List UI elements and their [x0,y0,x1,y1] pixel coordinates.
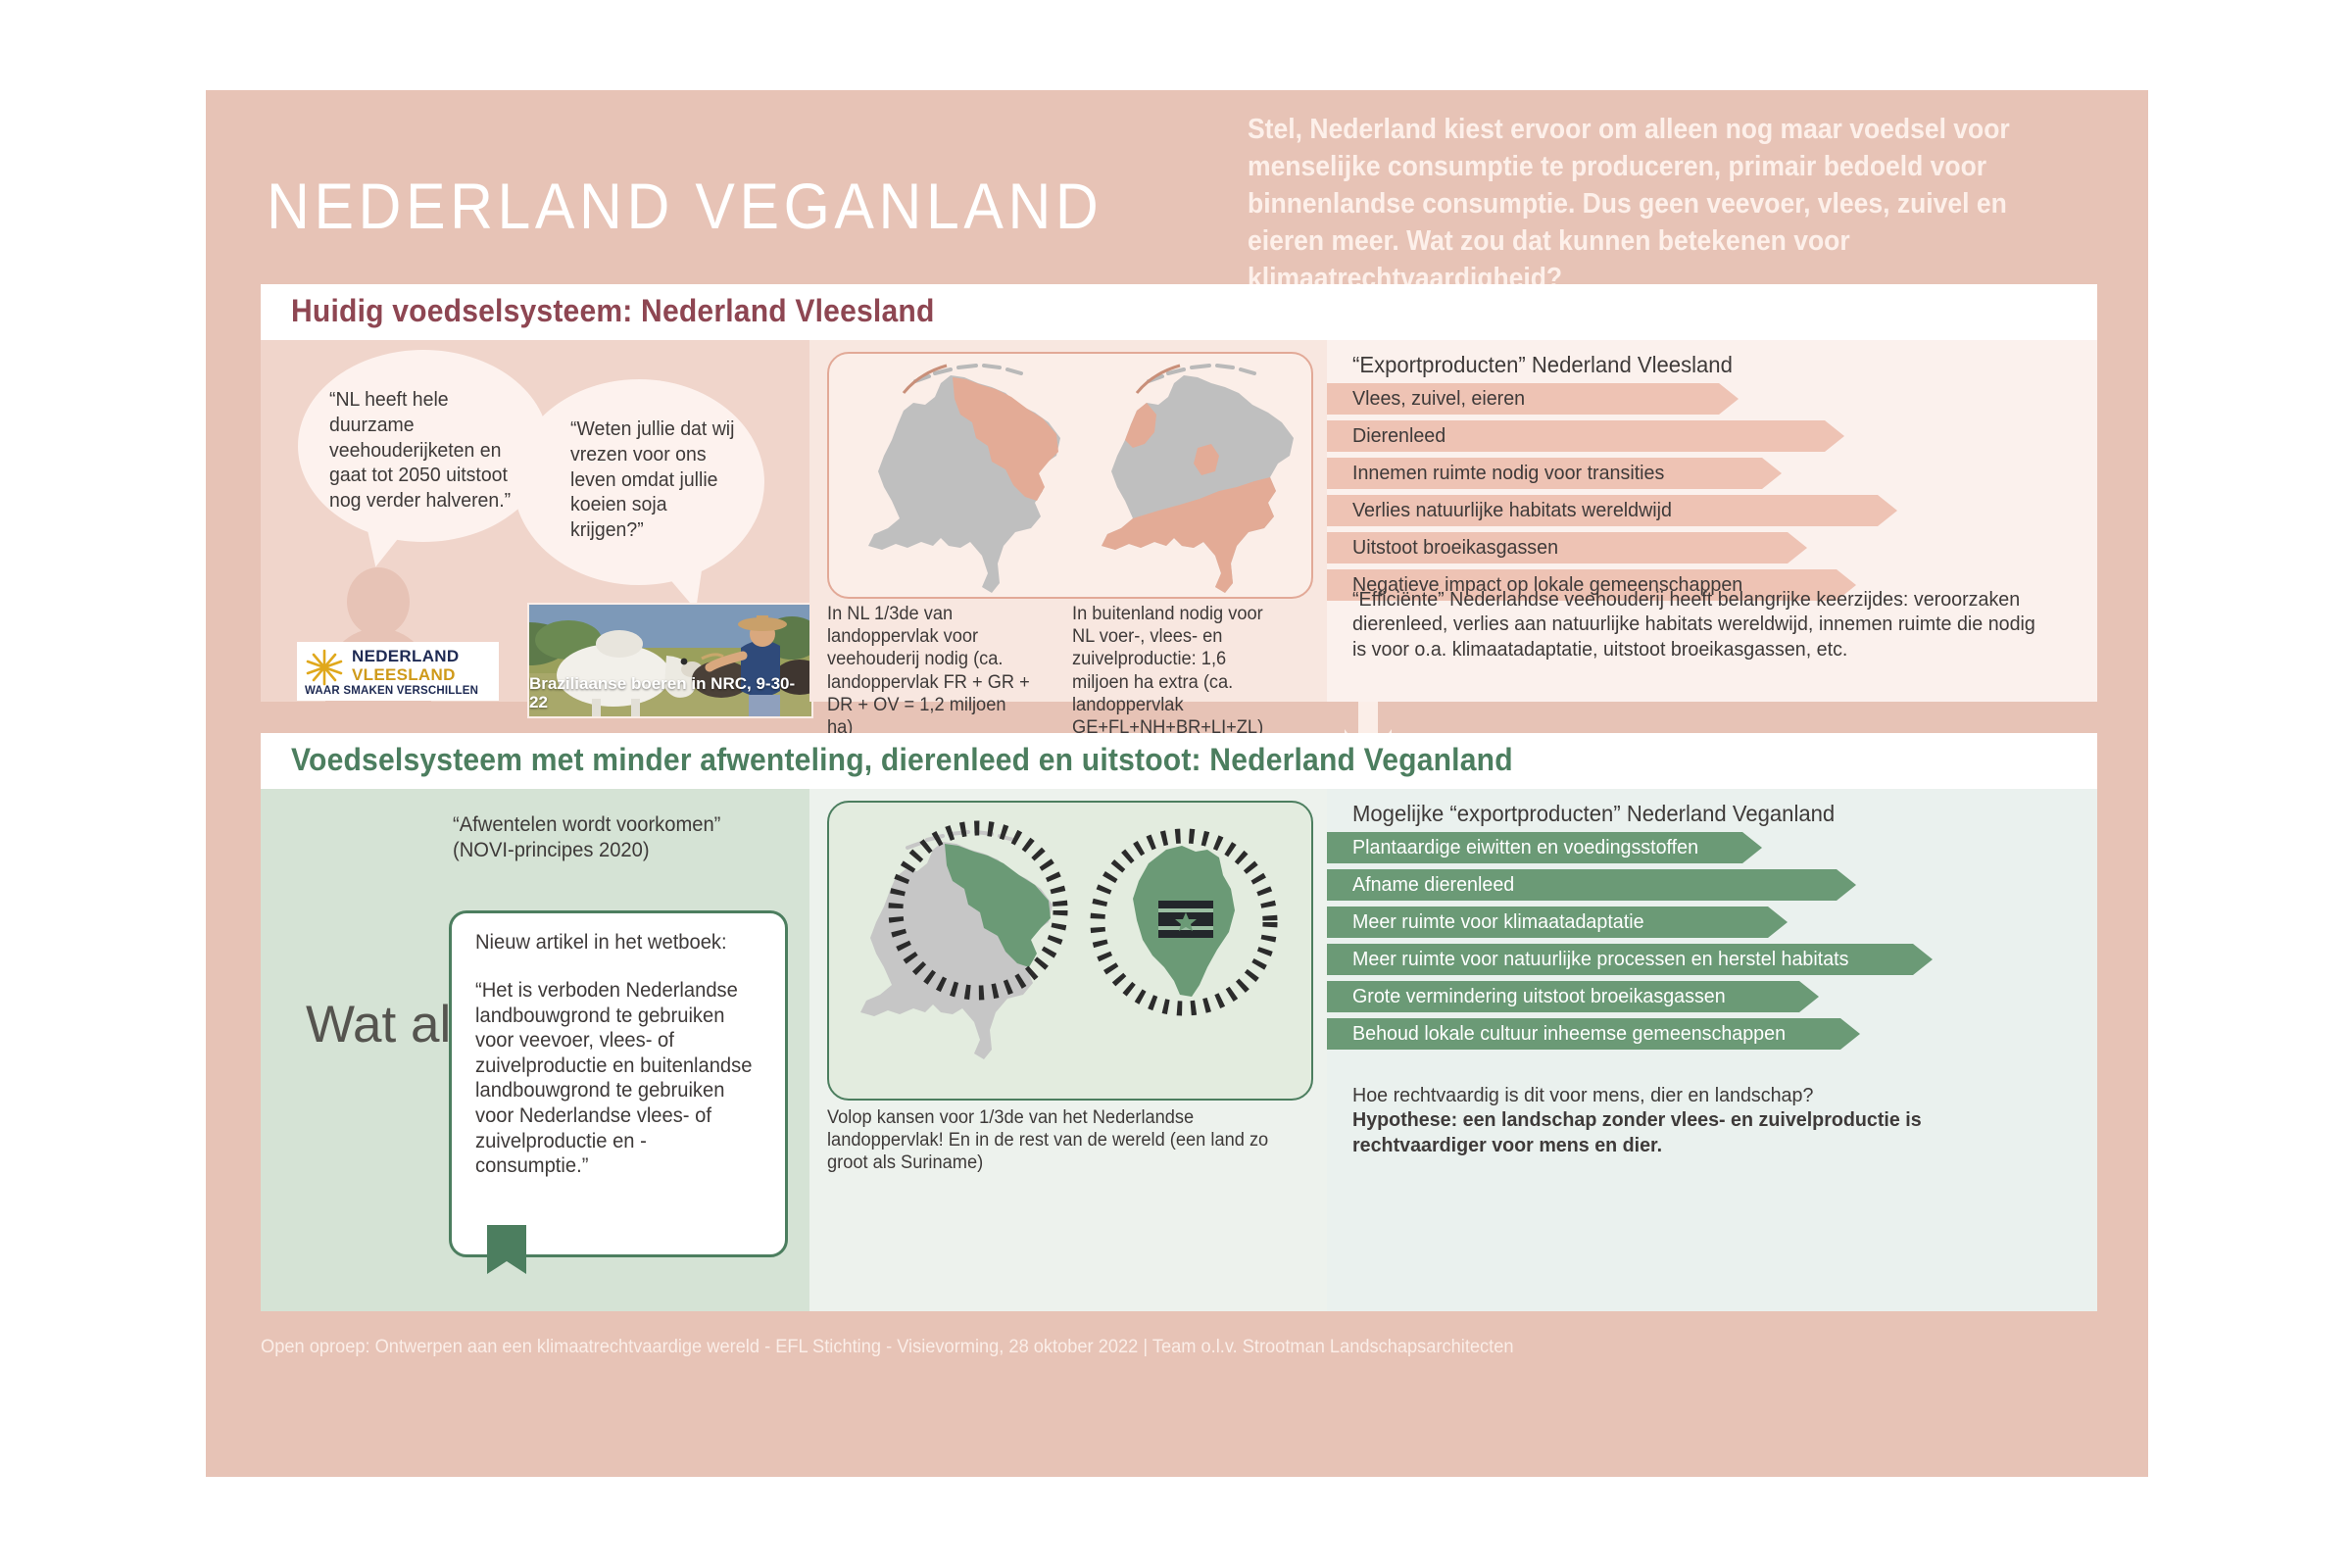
arrow-stem [1358,702,1378,737]
person-head [347,567,410,636]
arrow-shape [1327,458,1782,489]
green-map-card [827,801,1313,1101]
section-veganland-food-system: Voedselsysteem met minder afwenteling, d… [261,733,2097,1311]
pink-section-heading: Huidig voedselsysteem: Nederland Vleesla… [291,293,935,328]
page-title: NEDERLAND VEGANLAND [267,170,1103,242]
arrow-shape [1327,906,1788,938]
green-right-column: Mogelijke “exportproducten” Nederland Ve… [1327,789,2097,1311]
arrow-list-item: Afname dierenleed [1327,869,1521,901]
logo-line-2: VLEESLAND [352,665,456,684]
arrow-list-item-label: Meer ruimte voor natuurlijke processen e… [1352,948,1849,970]
arrow-list-item: Uitstoot broeikasgassen [1327,532,1567,564]
green-note-question: Hoe rechtvaardig is dit voor mens, dier … [1352,1084,1814,1106]
arrow-list-item: Negatieve impact op lokale gemeenschappe… [1327,569,1759,601]
arrow-list-item-label: Afname dierenleed [1352,873,1515,896]
logo-tagline: WAAR SMAKEN VERSCHILLEN [305,685,479,697]
arrow-list-item: Meer ruimte voor natuurlijke processen e… [1327,944,1870,975]
arrow-shape [1327,569,1856,601]
arrow-shape [1327,383,1739,415]
green-note-hypothesis: Hypothese: een landschap zonder vlees- e… [1352,1108,1922,1156]
pink-right-column: “Exportproducten” Nederland Vleesland Vl… [1327,340,2097,702]
speech-bubble-farmer-text: “NL heeft hele duurzame veehouderijketen… [329,388,512,513]
brazilian-farmer-photo: Braziliaanse boeren in NRC, 9-30-22 [527,603,813,718]
arrow-shape [1327,420,1844,452]
pink-list-title: “Exportproducten” Nederland Vleesland [1352,352,1733,377]
speech-bubble-brazilian: “Weten jullie dat wij vrezen voor ons le… [514,379,764,615]
footer-credit: Open oproep: Ontwerpen aan een klimaatre… [261,1337,1514,1357]
netherlands-maps-pink [868,364,1294,593]
arrow-shape [1327,832,1762,863]
arrow-list-item: Dierenleed [1327,420,1449,452]
nederland-vleesland-logo: NEDERLAND VLEESLAND WAAR SMAKEN VERSCHIL… [297,642,499,701]
green-middle-column: Volop kansen voor 1/3de van het Nederlan… [809,789,1327,1311]
arrow-list-item: Innemen ruimte nodig voor transities [1327,458,1678,489]
speech-bubble-brazilian-text: “Weten jullie dat wij vrezen voor ons le… [570,417,735,542]
arrow-shape [1327,869,1856,901]
green-list-title: Mogelijke “exportproducten” Nederland Ve… [1352,801,1836,826]
bookmark-ribbon-icon [487,1225,526,1274]
arrow-shape [1327,495,1897,526]
speech-bubble-tail [356,522,405,571]
arrow-list-item: Behoud lokale cultuur inheemse gemeensch… [1327,1018,1803,1050]
netherlands-suriname-maps [860,820,1278,1059]
sunburst-icon [306,649,343,686]
green-note: Hoe rechtvaardig is dit voor mens, dier … [1352,1083,2039,1157]
arrow-list-item-label: Dierenleed [1352,424,1446,447]
arrow-shape [1327,981,1819,1012]
green-section-header: Voedselsysteem met minder afwenteling, d… [261,733,2097,789]
green-section-heading: Voedselsysteem met minder afwenteling, d… [291,742,1513,777]
green-section-body: “Afwentelen wordt voorkomen” (NOVI-princ… [261,789,2097,1311]
arrow-list-item-label: Meer ruimte voor klimaatadaptatie [1352,910,1644,933]
arrow-list-item: Grote vermindering uitstoot broeikasgass… [1327,981,1741,1012]
novi-quote: “Afwentelen wordt voorkomen” (NOVI-princ… [453,813,721,861]
photo-illustration [529,605,811,716]
logo-line-1: NEDERLAND [352,647,460,665]
pink-note: “Efficiënte” Nederlandse veehouderij hee… [1352,588,2035,661]
new-law-card: Nieuw artikel in het wetboek: “Het is ve… [449,910,788,1274]
speech-bubble-farmer: “NL heeft hele duurzame veehouderijketen… [298,350,549,571]
arrow-list-item: Verlies natuurlijke habitats wereldwijd [1327,495,1686,526]
poster-canvas: NEDERLAND VEGANLAND Stel, Nederland kies… [206,90,2148,1477]
green-left-column: “Afwentelen wordt voorkomen” (NOVI-princ… [261,789,809,1311]
arrow-list-item-label: Vlees, zuivel, eieren [1352,387,1526,410]
arrow-list-item: Meer ruimte voor klimaatadaptatie [1327,906,1656,938]
section-current-food-system: Huidig voedselsysteem: Nederland Vleesla… [261,284,2097,738]
pink-map-card [827,352,1313,599]
arrow-shape [1327,532,1807,564]
arrow-shape [1327,944,1933,975]
arrow-list-item: Vlees, zuivel, eieren [1327,383,1532,415]
arrow-list-item: Plantaardige eiwitten en voedingsstoffen [1327,832,1713,863]
arrow-list-item-label: Negatieve impact op lokale gemeenschappe… [1352,573,1743,596]
law-card-title: Nieuw artikel in het wetboek: [475,931,727,954]
law-card-text: “Het is verboden Nederlandse landbouwgro… [475,979,753,1178]
pink-section-header: Huidig voedselsysteem: Nederland Vleesla… [261,284,2097,340]
arrow-shape [1327,1018,1860,1050]
green-map-caption: Volop kansen voor 1/3de van het Nederlan… [827,1107,1269,1174]
pink-left-column: “NL heeft hele duurzame veehouderijketen… [261,340,813,718]
arrow-list-item-label: Grote vermindering uitstoot broeikasgass… [1352,985,1726,1007]
arrow-list-item-label: Behoud lokale cultuur inheemse gemeensch… [1352,1022,1787,1045]
arrow-list-item-label: Plantaardige eiwitten en voedingsstoffen [1352,836,1699,858]
arrow-list-item-label: Verlies natuurlijke habitats wereldwijd [1352,499,1672,521]
pink-section-body: “NL heeft hele duurzame veehouderijketen… [261,340,2097,738]
arrow-list-item-label: Uitstoot broeikasgassen [1352,536,1559,559]
pink-map-caption-right: In buitenland nodig voor NL voer-, vlees… [1072,604,1264,738]
arrow-list-item-label: Innemen ruimte nodig voor transities [1352,462,1665,484]
pink-middle-column: In NL 1/3de van landoppervlak voor veeho… [809,340,1327,738]
intro-paragraph: Stel, Nederland kiest ervoor om alleen n… [1248,114,2010,294]
photo-caption: Braziliaanse boeren in NRC, 9-30-22 [529,673,796,712]
pink-map-caption-left: In NL 1/3de van landoppervlak voor veeho… [827,604,1030,738]
